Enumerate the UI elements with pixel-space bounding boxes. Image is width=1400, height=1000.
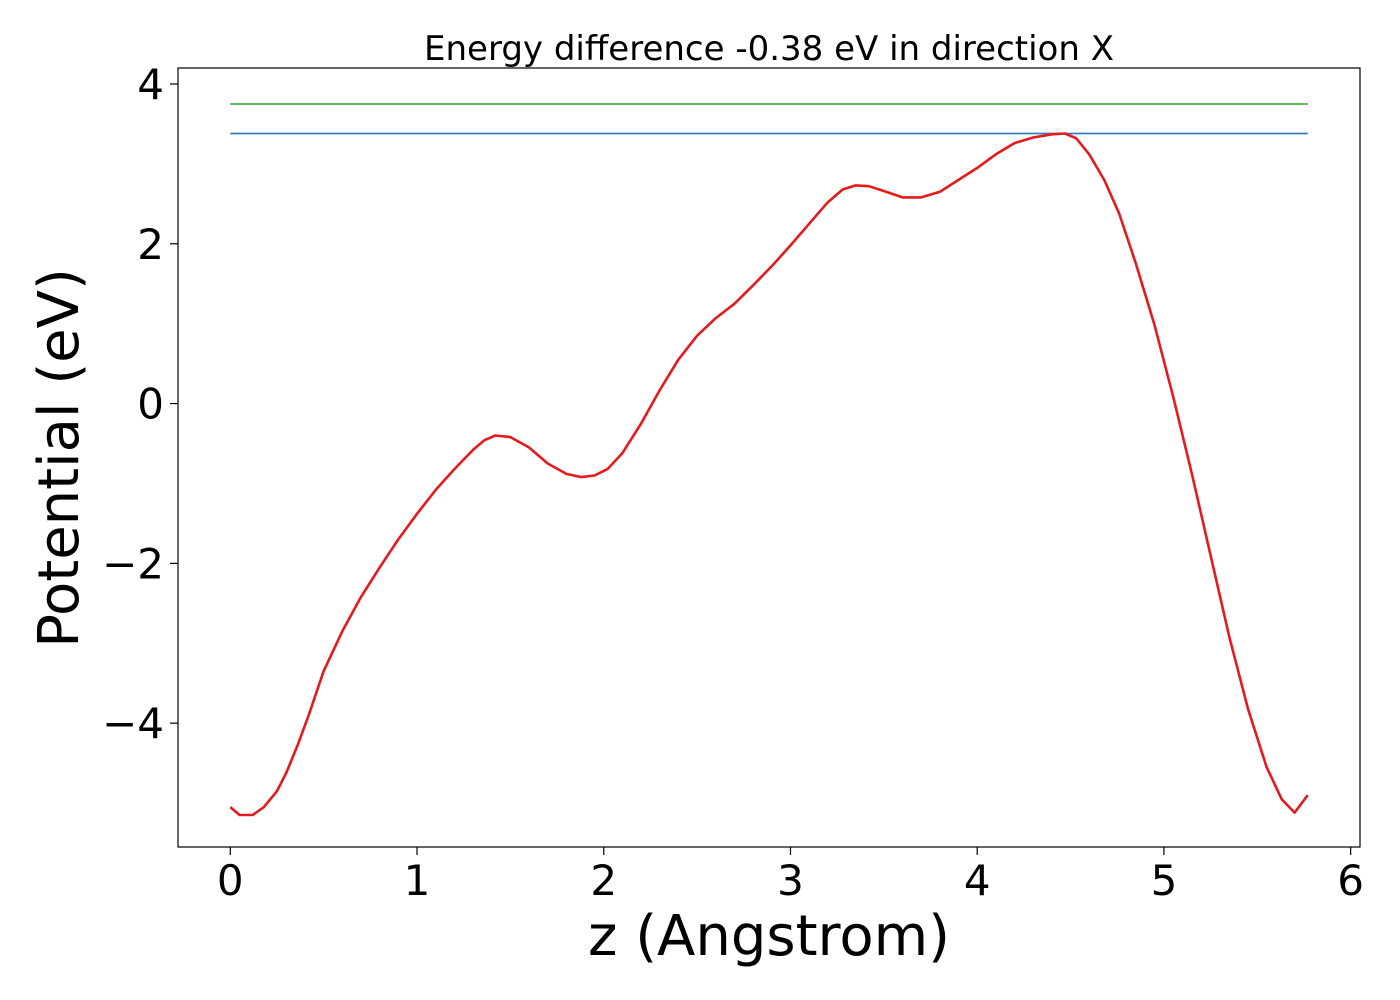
series-layer [229, 103, 1309, 817]
x-tick-label: 2 [590, 856, 617, 905]
x-tick-label: 6 [1337, 856, 1364, 905]
y-tick-label: −4 [102, 699, 164, 748]
x-axis-label: z (Angstrom) [588, 904, 950, 969]
plot-frame [177, 67, 1361, 848]
x-tick-label: 3 [777, 856, 804, 905]
x-tick-label: 5 [1151, 856, 1178, 905]
x-axis-ticks: 0 1 2 3 4 5 6 [217, 847, 1364, 905]
y-tick-label: 4 [137, 60, 164, 109]
y-tick-label: −2 [102, 539, 164, 588]
y-axis-label: Potential (eV) [27, 268, 92, 648]
x-tick-label: 1 [404, 856, 431, 905]
y-axis-ticks: −4 −2 0 2 4 [102, 60, 178, 748]
series-line-0 [229, 132, 1309, 817]
x-tick-label: 0 [217, 856, 244, 905]
y-tick-label: 2 [137, 220, 164, 269]
chart-title: Energy difference -0.38 eV in direction … [424, 29, 1114, 69]
x-tick-label: 4 [964, 856, 991, 905]
y-tick-label: 0 [137, 380, 164, 429]
